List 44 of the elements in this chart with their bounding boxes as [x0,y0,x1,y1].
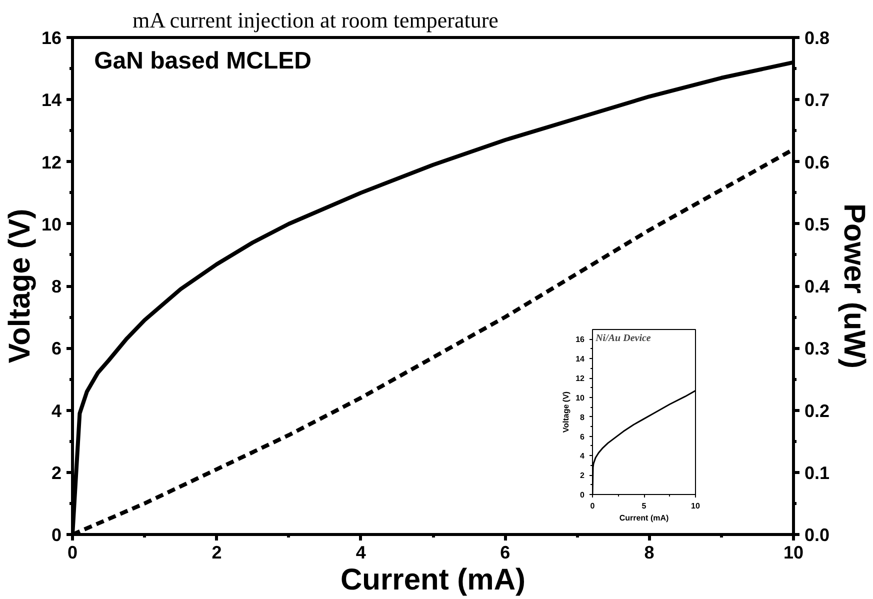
x-tick-label: 0 [590,502,596,510]
y2-tick-label: 0.2 [804,400,830,421]
x-axis-title: Current (mA) [619,514,669,522]
x-tick-label: 8 [644,542,654,562]
y2-tick-label: 0.0 [804,525,830,545]
y-tick-label: 0 [51,525,62,545]
y-tick-label: 16 [41,28,62,48]
x-tick-label: 0 [67,542,78,562]
y-tick-label: 4 [51,400,62,421]
x-tick-label: 2 [212,542,222,562]
y-tick-label: 2 [51,462,62,483]
y-tick-label: 4 [580,452,586,461]
y2-tick-label: 0.5 [804,214,830,234]
y-tick-label: 6 [51,338,62,359]
x-tick-label: 10 [783,542,804,562]
y-tick-label: 14 [576,354,586,364]
y-tick-label: 14 [41,90,62,110]
y-tick-label: 2 [580,471,586,480]
y2-tick-label: 0.7 [804,90,830,110]
y2-tick-label: 0.3 [804,338,830,359]
x-tick-label: 4 [356,542,366,562]
y-axis-title: Voltage (V) [3,208,36,364]
y-tick-label: 12 [41,152,62,172]
y-tick-label: 0 [580,490,586,500]
y2-tick-label: 0.4 [804,276,830,296]
y-tick-label: 8 [51,276,62,296]
y-tick-label: 10 [576,393,586,402]
x-tick-label: 5 [642,502,647,510]
y2-tick-label: 0.6 [804,152,830,172]
y2-tick-label: 0.8 [804,28,830,48]
text: mA current injection at room temperature [132,8,498,32]
x-tick-label: 6 [500,542,510,562]
chart-title: GaN based MCLED [94,47,312,74]
y-tick-label: 12 [576,374,586,384]
y-tick-label: 10 [41,214,62,234]
chart-title: Ni/Au Device [594,332,652,344]
y-tick-label: 16 [576,335,586,344]
x-tick-label: 10 [691,502,700,510]
y-axis-title: Voltage (V) [562,391,571,433]
y-tick-label: 6 [580,432,586,442]
y2-tick-label: 0.1 [804,462,830,483]
y-tick-label: 8 [580,412,586,422]
y2-axis-title: Power (uW) [838,204,871,369]
x-axis-title: Current (mA) [340,564,526,596]
